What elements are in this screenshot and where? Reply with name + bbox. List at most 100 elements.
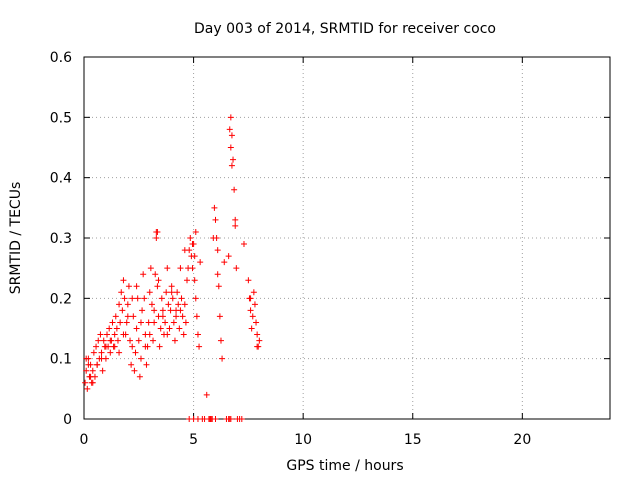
data-point <box>189 265 196 272</box>
data-point <box>124 301 131 308</box>
data-point <box>247 307 254 314</box>
data-point <box>174 289 181 296</box>
data-point <box>135 337 142 344</box>
data-point <box>117 319 124 326</box>
data-point <box>146 331 153 338</box>
data-point <box>114 337 121 344</box>
data-point <box>226 126 233 133</box>
y-axis-label: SRMTID / TECUs <box>8 182 24 295</box>
data-point <box>112 313 119 320</box>
data-point <box>176 325 183 332</box>
data-point <box>256 337 263 344</box>
data-point <box>191 277 198 284</box>
grid-lines <box>84 57 610 419</box>
data-point <box>99 367 106 374</box>
data-point <box>94 361 101 368</box>
data-point <box>107 337 114 344</box>
data-point <box>154 283 161 290</box>
data-point <box>89 379 96 386</box>
data-point <box>111 331 118 338</box>
x-axis: 0 5 10 15 20 <box>80 57 531 448</box>
x-tick-label: 10 <box>294 432 312 448</box>
x-axis-label: GPS time / hours <box>286 458 403 474</box>
data-point <box>154 228 161 235</box>
data-point <box>214 271 221 278</box>
data-point <box>113 325 120 332</box>
data-point <box>232 216 239 223</box>
x-tick-label: 20 <box>513 432 531 448</box>
data-point <box>221 259 228 266</box>
data-point <box>215 283 222 290</box>
data-point <box>162 319 169 326</box>
y-tick-label: 0.4 <box>50 171 72 187</box>
data-point <box>253 319 260 326</box>
data-point <box>153 235 160 241</box>
data-point <box>219 355 226 362</box>
data-point <box>216 313 223 320</box>
data-point <box>120 331 127 338</box>
data-point <box>164 265 171 272</box>
data-point <box>177 265 184 272</box>
data-point <box>212 216 219 223</box>
x-tick-label: 15 <box>404 432 422 448</box>
data-point <box>97 331 104 338</box>
data-point <box>109 319 116 326</box>
x-tick-label: 5 <box>189 432 198 448</box>
data-point <box>148 301 155 308</box>
data-point <box>134 295 141 302</box>
data-point <box>152 271 159 278</box>
data-point <box>93 343 100 350</box>
data-point <box>102 343 109 350</box>
data-point <box>145 319 152 326</box>
data-point <box>165 301 172 308</box>
data-point <box>233 265 240 272</box>
data-point <box>116 301 123 308</box>
data-point <box>196 343 203 350</box>
data-point <box>118 289 125 296</box>
data-point <box>133 283 140 290</box>
data-point <box>90 349 97 356</box>
data-point <box>133 325 140 332</box>
data-point <box>156 343 163 350</box>
data-point <box>166 325 173 332</box>
data-point <box>213 235 220 241</box>
data-point <box>228 162 235 169</box>
data-points <box>82 114 263 422</box>
data-point <box>159 307 166 314</box>
data-point <box>95 337 102 344</box>
data-point <box>150 337 157 344</box>
data-point <box>106 325 113 332</box>
data-point <box>191 253 198 260</box>
data-point <box>178 295 185 302</box>
data-point <box>192 295 199 302</box>
data-point <box>163 289 170 296</box>
data-point <box>168 283 175 290</box>
data-point <box>245 277 252 284</box>
data-point <box>167 307 174 314</box>
y-tick-label: 0.6 <box>50 50 72 66</box>
y-tick-label: 0.5 <box>50 110 72 126</box>
data-point <box>98 349 105 356</box>
data-point <box>180 331 187 338</box>
data-point <box>128 361 135 368</box>
data-point <box>119 307 126 314</box>
data-point <box>254 343 261 350</box>
data-point <box>247 295 254 302</box>
y-axis: 0 0.1 0.2 0.3 0.4 0.5 0.6 <box>50 50 610 428</box>
data-point <box>228 132 235 139</box>
data-point <box>107 349 114 356</box>
data-point <box>146 289 153 296</box>
data-point <box>111 343 118 350</box>
data-point <box>147 265 154 272</box>
data-point <box>168 289 175 296</box>
data-point <box>227 114 234 121</box>
data-point <box>192 228 199 235</box>
data-point <box>139 307 146 314</box>
data-point <box>212 416 219 422</box>
data-point <box>87 373 94 380</box>
data-point <box>170 319 177 326</box>
data-point <box>238 416 245 422</box>
chart-title: Day 003 of 2014, SRMTID for receiver coc… <box>194 21 496 37</box>
data-point <box>98 355 105 362</box>
data-point <box>251 301 258 308</box>
